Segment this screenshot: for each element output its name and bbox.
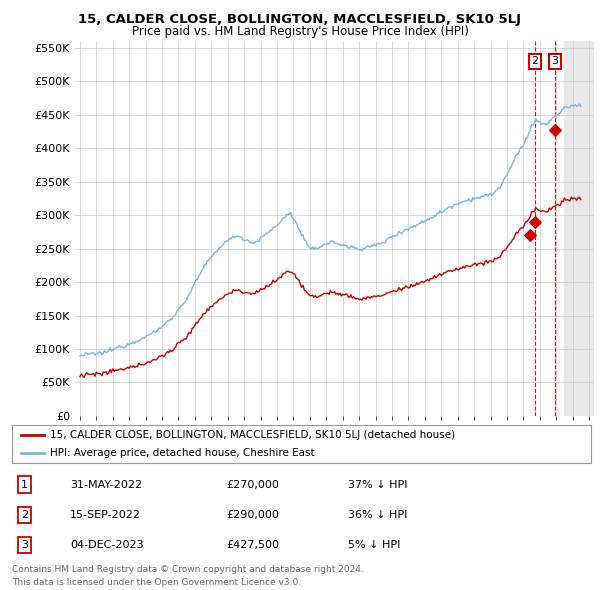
- Text: 2: 2: [532, 57, 539, 66]
- Point: [530, 217, 540, 227]
- Text: 37% ↓ HPI: 37% ↓ HPI: [348, 480, 407, 490]
- Point: [526, 231, 535, 240]
- Text: 2: 2: [21, 510, 28, 520]
- Text: £290,000: £290,000: [226, 510, 279, 520]
- Text: £427,500: £427,500: [226, 540, 279, 550]
- Text: 3: 3: [21, 540, 28, 550]
- Text: HPI: Average price, detached house, Cheshire East: HPI: Average price, detached house, Ches…: [50, 448, 314, 458]
- Text: 5% ↓ HPI: 5% ↓ HPI: [348, 540, 400, 550]
- Text: 31-MAY-2022: 31-MAY-2022: [70, 480, 142, 490]
- Text: 3: 3: [551, 57, 559, 66]
- Text: 36% ↓ HPI: 36% ↓ HPI: [348, 510, 407, 520]
- Text: 04-DEC-2023: 04-DEC-2023: [70, 540, 143, 550]
- Text: Contains HM Land Registry data © Crown copyright and database right 2024.: Contains HM Land Registry data © Crown c…: [12, 565, 364, 574]
- Text: Price paid vs. HM Land Registry's House Price Index (HPI): Price paid vs. HM Land Registry's House …: [131, 25, 469, 38]
- Text: This data is licensed under the Open Government Licence v3.0.: This data is licensed under the Open Gov…: [12, 578, 301, 587]
- Bar: [565, 41, 600, 416]
- Point: [550, 125, 560, 135]
- Text: 15, CALDER CLOSE, BOLLINGTON, MACCLESFIELD, SK10 5LJ: 15, CALDER CLOSE, BOLLINGTON, MACCLESFIE…: [79, 13, 521, 26]
- Text: 15, CALDER CLOSE, BOLLINGTON, MACCLESFIELD, SK10 5LJ (detached house): 15, CALDER CLOSE, BOLLINGTON, MACCLESFIE…: [50, 430, 455, 440]
- Text: £270,000: £270,000: [226, 480, 279, 490]
- Text: 15-SEP-2022: 15-SEP-2022: [70, 510, 141, 520]
- Text: 1: 1: [21, 480, 28, 490]
